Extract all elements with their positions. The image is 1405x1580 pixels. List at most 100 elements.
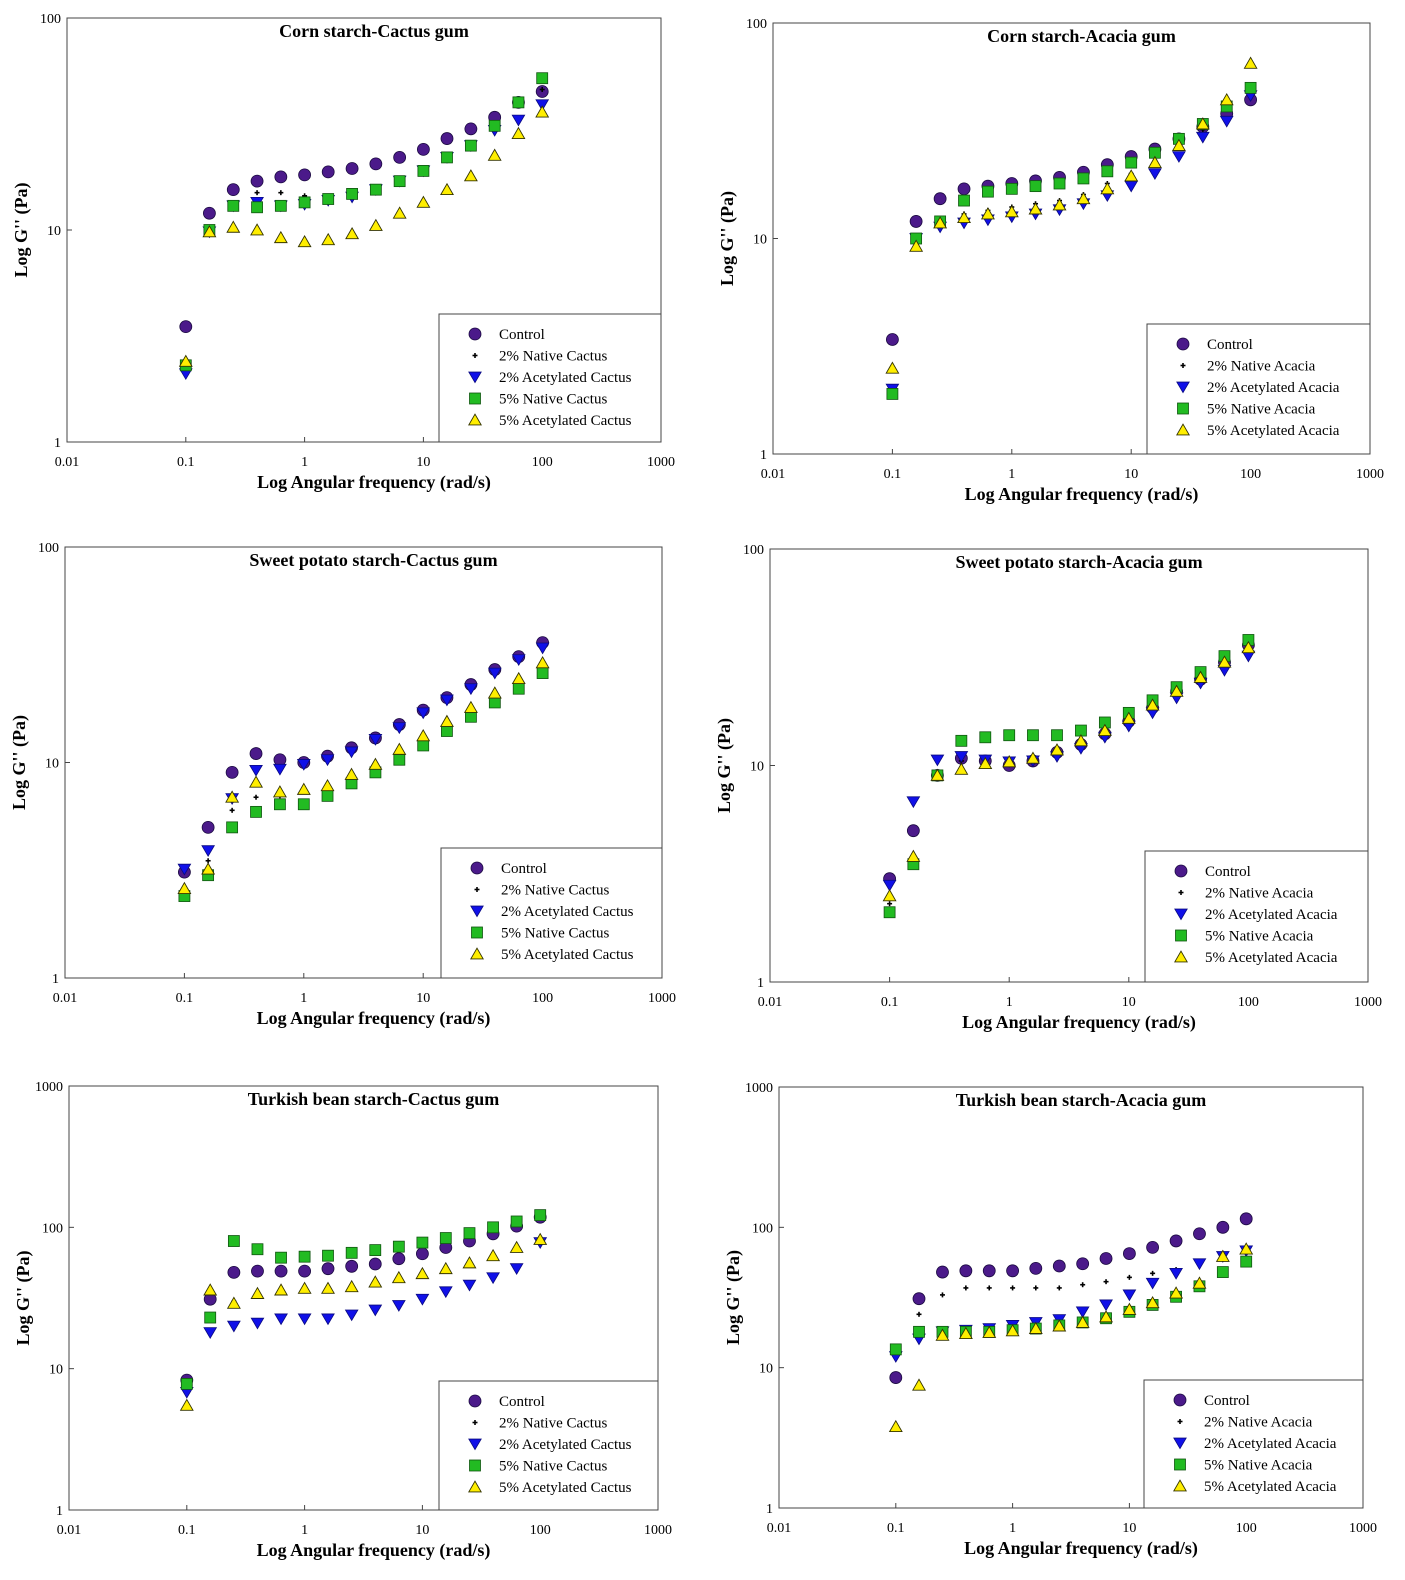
data-point	[1193, 670, 1208, 683]
data-point	[510, 1215, 523, 1228]
data-point	[298, 1264, 312, 1278]
data-point	[416, 195, 431, 208]
data-point	[368, 1304, 383, 1317]
x-axis-title: Log Angular frequency (rad/s)	[962, 1012, 1196, 1033]
data-point	[906, 849, 921, 862]
data-point	[1193, 1227, 1206, 1241]
data-point	[369, 157, 383, 171]
x-tick-label: 10	[416, 455, 430, 470]
data-point	[1217, 655, 1232, 668]
data-point	[939, 1292, 945, 1298]
series-square	[178, 667, 549, 902]
x-tick-label: 100	[532, 455, 553, 470]
legend-label: Control	[1205, 864, 1251, 880]
x-tick-label: 1	[301, 455, 308, 470]
data-point	[320, 778, 335, 792]
data-point	[955, 734, 968, 747]
data-point	[930, 768, 945, 781]
data-point	[344, 746, 359, 759]
y-axis-title: Log G'' (Pa)	[11, 183, 32, 278]
data-point	[298, 196, 311, 209]
legend-label: 5% Native Cactus	[499, 392, 607, 408]
data-point	[320, 754, 335, 767]
x-tick-label: 0.1	[887, 1521, 905, 1536]
data-point	[226, 220, 241, 233]
data-point	[511, 126, 526, 139]
x-tick-label: 0.1	[176, 991, 194, 1006]
data-point	[534, 1209, 547, 1222]
data-point	[226, 821, 239, 834]
data-point	[345, 226, 360, 240]
legend-marker	[1176, 381, 1190, 394]
data-point	[415, 1247, 429, 1261]
data-point	[1169, 1234, 1183, 1248]
legend-marker	[1176, 337, 1190, 351]
x-tick-label: 10	[416, 991, 430, 1006]
x-tick-label: 0.01	[57, 1523, 82, 1538]
data-point	[251, 201, 263, 214]
legend-label: 5% Native Cactus	[499, 1459, 607, 1475]
data-point	[909, 215, 923, 228]
data-point	[274, 1313, 288, 1326]
series-triangle-up	[177, 656, 550, 894]
y-tick-label: 1	[766, 1502, 773, 1517]
data-point	[1123, 1247, 1136, 1260]
data-point	[1029, 1261, 1043, 1275]
data-point	[511, 654, 526, 667]
y-tick-label: 10	[49, 1363, 63, 1378]
chart-title: Turkish bean starch-Acacia gum	[956, 1090, 1207, 1110]
data-point	[345, 162, 359, 175]
data-point	[463, 1227, 476, 1240]
chart-title: Corn starch-Acacia gum	[987, 26, 1176, 46]
data-point	[1195, 117, 1210, 130]
y-axis-title: Log G'' (Pa)	[13, 1251, 34, 1346]
legend: Control 2% Native Acacia 2% Acetylated Aca…	[1144, 850, 1369, 983]
series-square	[180, 1209, 547, 1390]
y-tick-label: 1000	[745, 1081, 773, 1096]
plot-frame	[68, 1085, 659, 1511]
data-point	[416, 1236, 429, 1249]
data-point	[1147, 155, 1162, 169]
data-point	[321, 165, 335, 179]
data-point	[249, 747, 263, 760]
x-tick-label: 100	[1236, 1521, 1257, 1536]
data-point	[1145, 1277, 1160, 1290]
data-point	[886, 333, 899, 346]
data-point	[229, 807, 235, 813]
y-tick-label: 10	[45, 757, 59, 772]
data-point	[392, 206, 407, 219]
legend-label: Control	[499, 327, 545, 343]
x-tick-label: 0.01	[53, 991, 78, 1006]
data-point	[251, 1264, 264, 1278]
legend-marker	[1177, 1419, 1183, 1424]
data-point	[909, 239, 924, 252]
data-point	[906, 824, 920, 838]
y-tick-label: 100	[38, 541, 59, 556]
data-point	[916, 1311, 922, 1317]
data-point	[440, 694, 454, 707]
x-tick-label: 1000	[1356, 467, 1384, 482]
data-point	[416, 142, 430, 156]
data-point	[1003, 729, 1016, 742]
data-point	[226, 1320, 241, 1333]
legend-marker	[1175, 929, 1187, 942]
x-tick-label: 0.1	[177, 455, 195, 470]
legend-marker	[471, 926, 483, 939]
data-point	[535, 656, 550, 669]
data-point	[1172, 151, 1186, 163]
data-point	[274, 798, 286, 811]
data-point	[226, 183, 240, 197]
legend: Control 2% Native Acacia 2% Acetylated Aca…	[1146, 323, 1371, 455]
legend-label: 5% Acetylated Cactus	[501, 947, 634, 963]
data-point	[297, 798, 310, 811]
data-point	[1005, 182, 1018, 195]
legend-label: 2% Native Acacia	[1207, 359, 1316, 375]
legend-marker	[469, 392, 481, 405]
data-point	[369, 183, 382, 196]
data-point	[954, 762, 969, 775]
data-point	[250, 1317, 265, 1330]
data-point	[1052, 1319, 1067, 1332]
data-point	[912, 1292, 926, 1306]
legend-marker	[468, 1480, 482, 1493]
